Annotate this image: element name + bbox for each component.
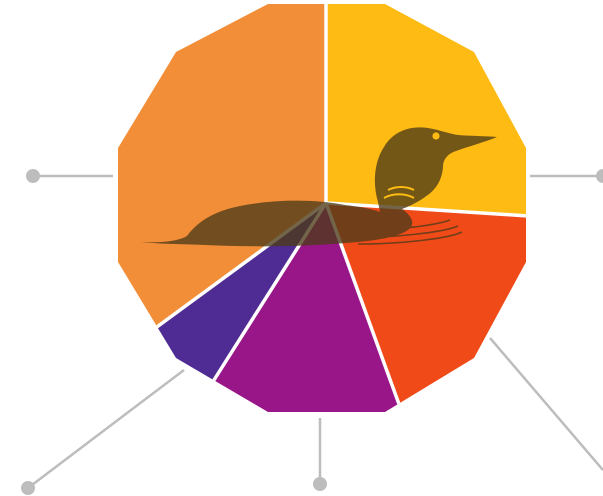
water-ripples [329,219,463,245]
connector-lines [21,169,603,495]
connector-line-lower-right [489,337,603,471]
connector-node-right [596,169,603,183]
connector-node-left [26,169,40,183]
segment-top-right [326,4,526,218]
loon-bird-icon [140,127,497,247]
loon-neck-collar-2 [383,193,415,199]
connector-node-lower-left [21,481,35,495]
segment-bottom [190,203,412,412]
connector-node-bottom [313,477,327,491]
loon-neck-collar [387,186,415,191]
segment-bottom-left [120,203,326,380]
loon-eye [432,132,440,140]
connector-line-lower-left [27,369,185,489]
